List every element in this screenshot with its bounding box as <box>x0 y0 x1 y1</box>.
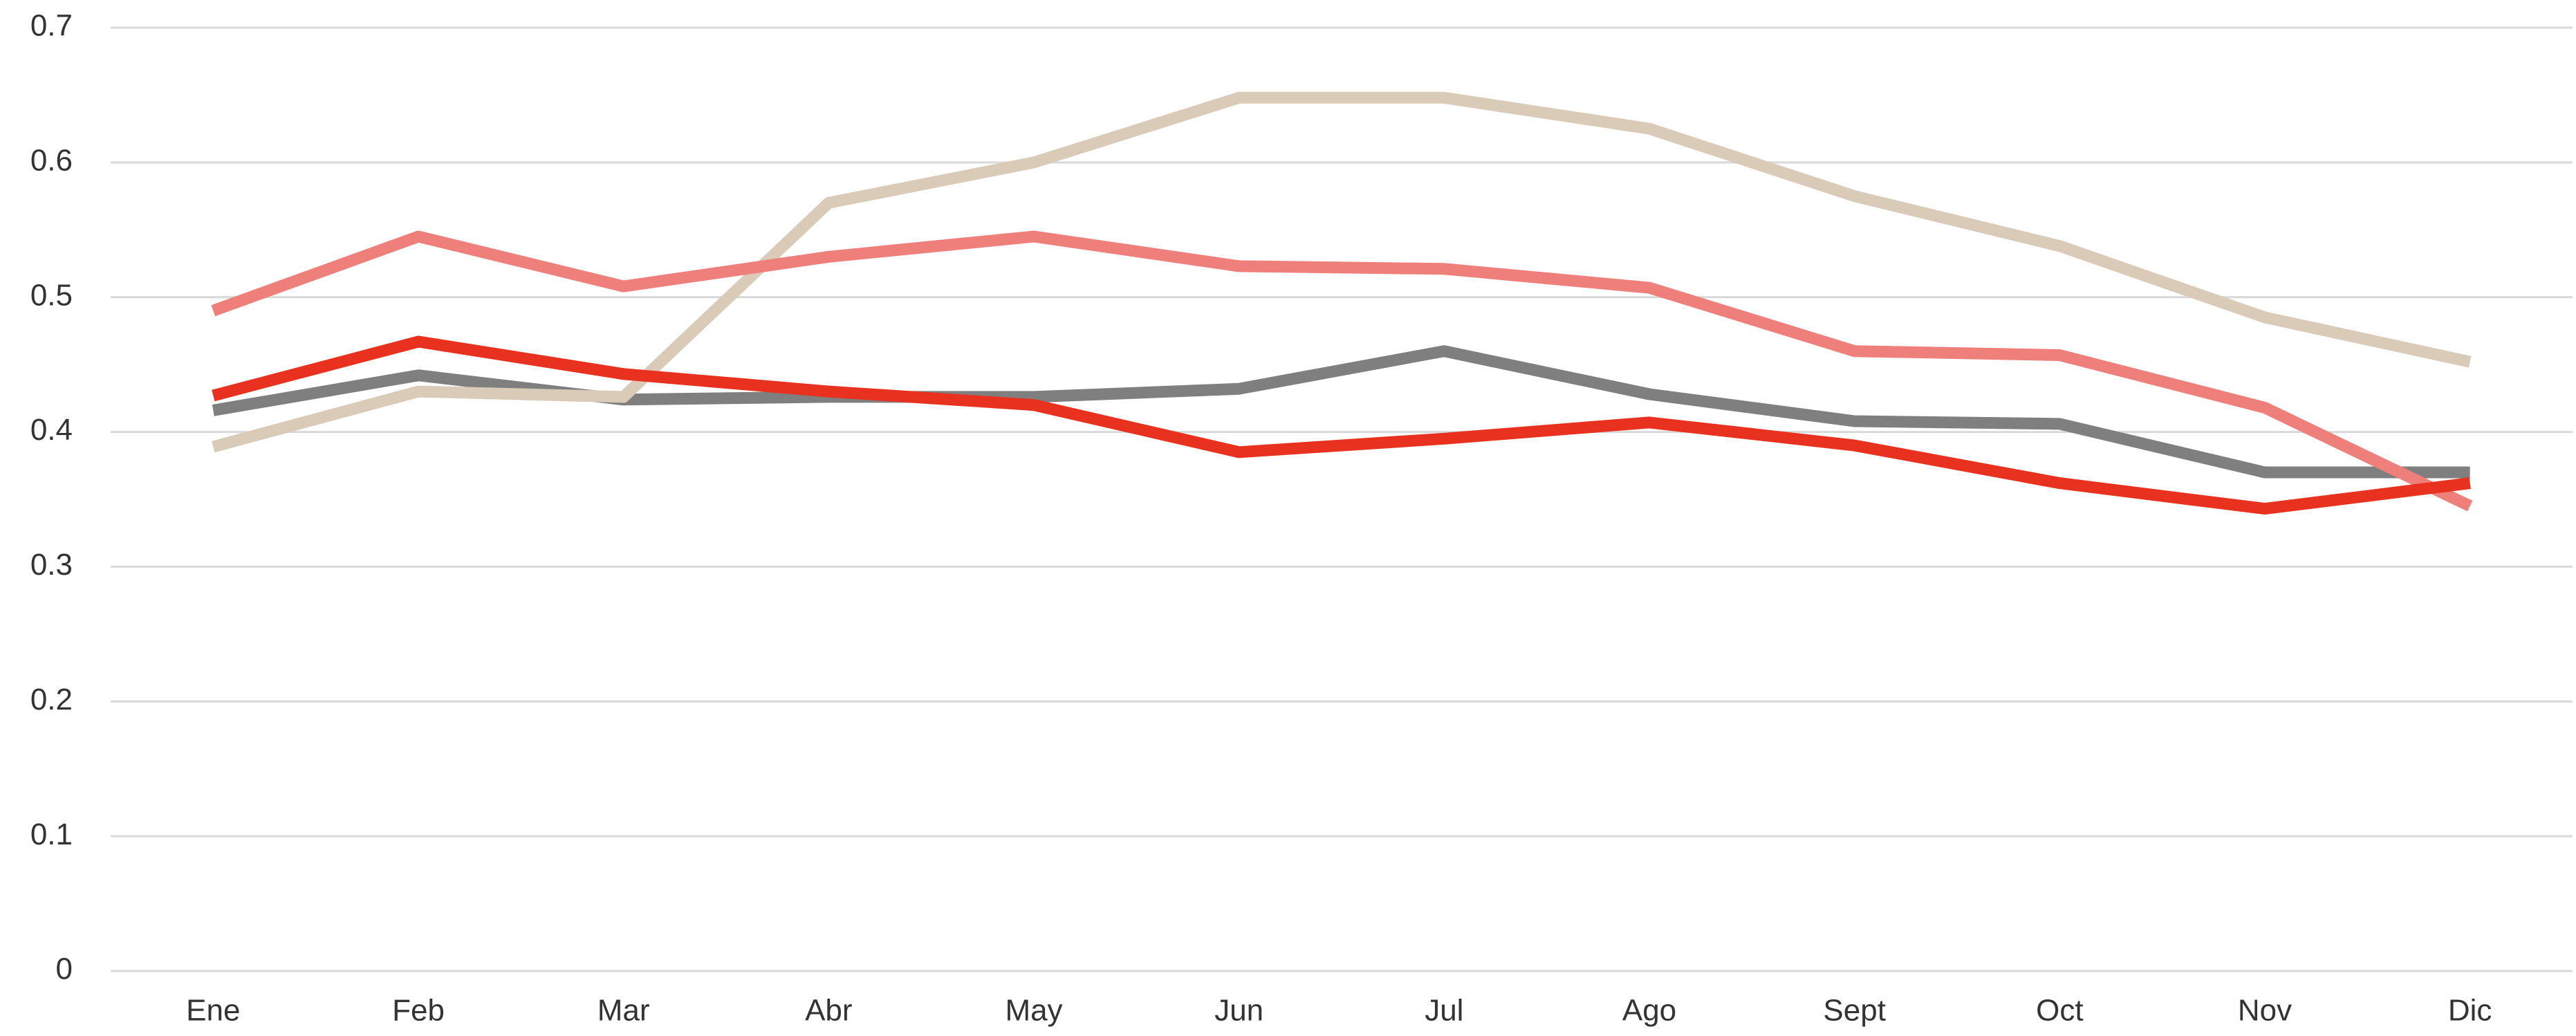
series-line <box>212 335 2471 515</box>
x-tick-label: Dic <box>2448 994 2492 1028</box>
y-tick-label: 0.3 <box>30 548 73 582</box>
x-tick-label: Mar <box>597 994 650 1028</box>
y-tick-label: 0.6 <box>30 143 73 177</box>
x-tick-label: May <box>1005 994 1062 1028</box>
x-tick-label: Nov <box>2238 994 2292 1028</box>
x-tick-label: Sept <box>1823 994 1886 1028</box>
series-line <box>212 91 2472 453</box>
x-tick-label: Abr <box>805 994 852 1028</box>
y-tick-label: 0.4 <box>30 413 73 447</box>
x-tick-label: Jul <box>1425 994 1463 1028</box>
x-tick-label: Jun <box>1214 994 1263 1028</box>
x-tick-label: Feb <box>392 994 445 1028</box>
y-tick-label: 0.1 <box>30 817 73 851</box>
y-tick-label: 0.5 <box>30 278 73 312</box>
x-tick-label: Ene <box>186 994 240 1028</box>
x-tick-label: Ago <box>1622 994 1676 1028</box>
x-tick-label: Oct <box>2036 994 2083 1028</box>
series-line <box>211 230 2473 512</box>
y-tick-label: 0.2 <box>30 683 73 716</box>
y-tick-label: 0.7 <box>30 9 73 43</box>
y-tick-label: 0 <box>56 952 73 986</box>
